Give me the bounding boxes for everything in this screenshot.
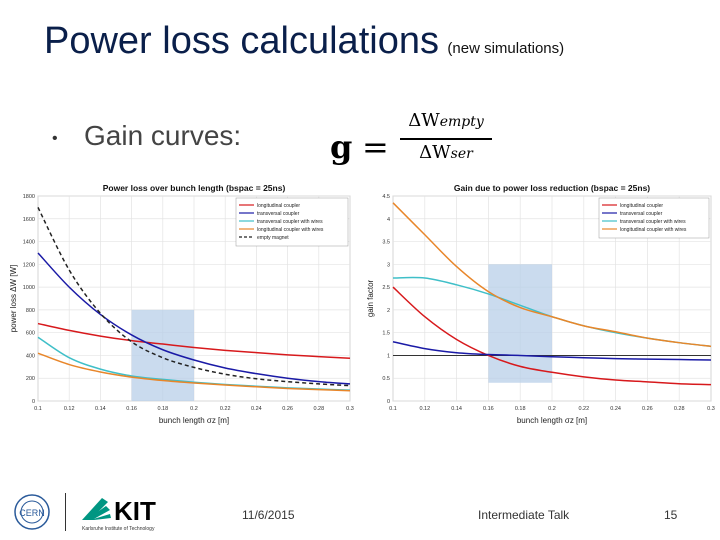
x-tick-label: 0.12	[419, 406, 430, 412]
highlight-region	[131, 309, 194, 401]
x-tick-label: 0.24	[251, 406, 262, 412]
x-tick-label: 0.1	[34, 406, 42, 412]
y-tick-label: 200	[26, 376, 35, 382]
gain-chart: 0.1 0.12 0.14 0.16 0.18 0.2 0.22 0.24 0.26 0.28 0.…	[366, 183, 715, 425]
x-tick-label: 0.14	[95, 406, 106, 412]
slide-title-block: Power loss calculations (new simulations…	[44, 20, 564, 63]
y-axis-label: gain factor	[366, 279, 375, 317]
highlight-region	[488, 264, 552, 383]
page-number: 15	[664, 508, 678, 522]
chart-title: Power loss over bunch length (bspac = 25…	[103, 183, 286, 193]
x-tick-label: 0.16	[126, 406, 137, 412]
formula-equals: =	[362, 128, 389, 166]
footer-divider	[65, 493, 66, 531]
svg-text:KIT: KIT	[114, 496, 156, 526]
x-tick-label: 0.22	[578, 406, 589, 412]
x-tick-label: 0.18	[157, 406, 168, 412]
x-tick-label: 0.14	[451, 406, 462, 412]
x-tick-label: 0.18	[515, 406, 526, 412]
x-tick-label: 0.26	[642, 406, 653, 412]
y-tick-label: 1000	[23, 285, 35, 291]
y-tick-label: 1.5	[382, 331, 390, 337]
y-tick-label: 1400	[23, 240, 35, 246]
cern-logo: CERN	[14, 494, 50, 530]
formula-denominator: ΔWser	[419, 142, 473, 163]
legend-label: empty magnet	[257, 235, 289, 241]
y-tick-label: 0	[387, 399, 390, 405]
x-tick-label: 0.2	[190, 406, 198, 412]
formula-numerator: ΔWempty	[408, 110, 484, 131]
series-line	[37, 252, 351, 385]
y-tick-label: 800	[26, 308, 35, 314]
x-tick-label: 0.22	[220, 406, 231, 412]
formula-fraction-bar	[400, 138, 492, 140]
legend-label: transversal coupler	[257, 211, 300, 217]
series-line	[37, 352, 351, 392]
x-tick-label: 0.16	[483, 406, 494, 412]
formula-lhs: g	[330, 128, 353, 166]
y-tick-label: 1200	[23, 262, 35, 268]
series-line	[37, 322, 351, 360]
x-tick-label: 0.3	[707, 406, 715, 412]
x-tick-label: 0.26	[282, 406, 293, 412]
y-tick-label: 0.5	[382, 376, 390, 382]
legend-label: longitudinal coupler with wires	[620, 227, 687, 233]
kit-logo-text: Karlsruhe Institute of Technology	[82, 526, 155, 532]
y-tick-label: 4	[387, 217, 390, 223]
series-line	[37, 207, 351, 387]
y-tick-label: 3	[387, 262, 390, 268]
legend-label: transversal coupler with wires	[620, 219, 686, 225]
legend-label: longitudinal coupler with wires	[257, 227, 324, 233]
y-tick-label: 1800	[23, 194, 35, 200]
legend-label: transversal coupler	[620, 211, 663, 217]
series-line	[392, 202, 712, 348]
legend-box	[598, 197, 710, 239]
y-tick-label: 2	[387, 308, 390, 314]
formula-fraction: ΔWempty ΔWser	[400, 110, 492, 163]
power-loss-chart: 0.1 0.12 0.14 0.16 0.18 0.2 0.22 0.24 0.26 0.28 0.…	[9, 183, 354, 425]
kit-logo: KIT Karlsruhe Institute of Technology	[82, 496, 156, 532]
y-tick-label: 4.5	[382, 194, 390, 200]
x-tick-label: 0.28	[313, 406, 324, 412]
y-tick-label: 600	[26, 331, 35, 337]
svg-text:CERN: CERN	[19, 508, 45, 518]
page-title: Power loss calculations	[44, 20, 439, 62]
x-tick-label: 0.3	[346, 406, 354, 412]
x-tick-label: 0.28	[674, 406, 685, 412]
legend-label: longitudinal coupler	[620, 203, 663, 209]
legend-label: transversal coupler with wires	[257, 219, 323, 225]
y-tick-label: 3.5	[382, 240, 390, 246]
y-tick-label: 1	[387, 353, 390, 359]
y-tick-label: 400	[26, 353, 35, 359]
x-tick-label: 0.1	[389, 406, 397, 412]
x-tick-label: 0.12	[64, 406, 75, 412]
x-axis-label: bunch length σz [m]	[159, 416, 229, 425]
y-tick-label: 1600	[23, 217, 35, 223]
x-tick-label: 0.24	[610, 406, 621, 412]
x-tick-label: 0.2	[548, 406, 556, 412]
y-tick-label: 0	[32, 399, 35, 405]
gain-curves-label: Gain curves:	[84, 120, 242, 151]
chart-title: Gain due to power loss reduction (bspac …	[454, 183, 650, 193]
series-line	[392, 286, 712, 386]
footer-talk-name: Intermediate Talk	[478, 508, 570, 522]
x-axis-label: bunch length σz [m]	[517, 416, 587, 425]
footer-date: 11/6/2015	[242, 508, 295, 522]
legend-label: longitudinal coupler	[257, 203, 300, 209]
page-subtitle: (new simulations)	[447, 40, 565, 57]
legend-box	[235, 197, 349, 247]
y-axis-label: power loss ΔW [W]	[9, 265, 18, 333]
y-tick-label: 2.5	[382, 285, 390, 291]
bullet-marker: •	[52, 130, 58, 147]
series-line	[392, 341, 712, 361]
